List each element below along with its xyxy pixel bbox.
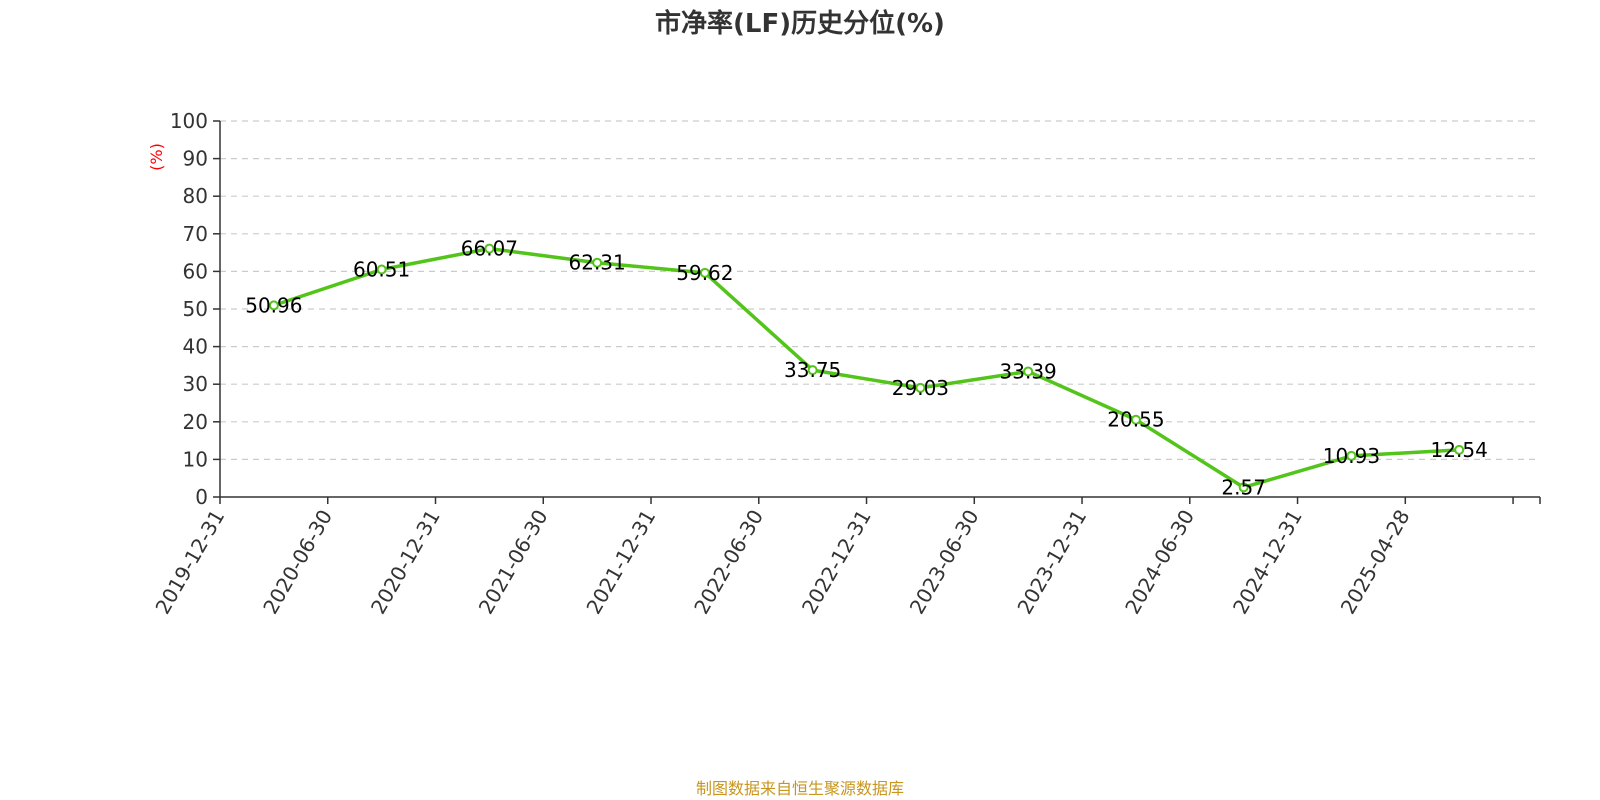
y-tick-label: 70 (183, 222, 208, 246)
data-label: 62.31 (569, 251, 626, 275)
data-label: 33.39 (1000, 359, 1057, 383)
x-tick-label: 2024-12-31 (1228, 506, 1307, 619)
data-point (699, 267, 710, 278)
data-label: 2.57 (1221, 475, 1266, 499)
x-tick-label: 2025-04-28 (1336, 506, 1415, 619)
x-tick-label: 2021-12-31 (581, 506, 660, 619)
y-tick-label: 50 (183, 297, 208, 321)
data-label: 20.55 (1107, 408, 1164, 432)
data-point (1346, 450, 1357, 461)
x-tick-label: 2023-06-30 (905, 505, 984, 618)
y-tick-label: 20 (183, 410, 208, 434)
series (268, 243, 1465, 493)
data-point (376, 264, 387, 275)
x-tick-label: 2023-12-31 (1012, 506, 1091, 619)
data-point (592, 257, 603, 268)
x-ticks: 2019-12-31 2020-06-30 2020-12-31 2021-06-30… (150, 505, 1414, 618)
y-tick-label: 30 (183, 372, 208, 396)
data-point (1454, 444, 1465, 455)
data-label: 12.54 (1431, 438, 1488, 462)
data-label: 60.51 (353, 257, 410, 281)
y-tick-label: 40 (183, 335, 208, 359)
x-tick-label: 2022-06-30 (689, 506, 768, 619)
data-point (1238, 482, 1249, 493)
y-axis-label: (%) (147, 143, 166, 171)
data-label: 59.62 (676, 261, 733, 285)
y-tick-label: 10 (183, 447, 208, 471)
y-tick-label: 80 (183, 184, 208, 208)
data-label: 33.75 (784, 358, 841, 382)
data-labels: 50.96 60.51 66.07 62.31 59.62 33.75 29.03 33.39… (245, 237, 1488, 500)
chart-title: 市净率(LF)历史分位(%) (655, 8, 945, 39)
data-label: 29.03 (892, 376, 949, 400)
series-line (272, 246, 1461, 490)
x-tick-label: 2020-06-30 (258, 506, 337, 619)
data-point (915, 382, 926, 393)
data-point (268, 300, 279, 311)
y-tick-label: 60 (183, 259, 208, 283)
x-tick-label: 2019-12-31 (150, 506, 229, 619)
source-note: 制图数据来自恒生聚源数据库 (695, 779, 904, 798)
y-tick-label: 90 (183, 147, 208, 171)
x-tick-label: 2024-06-30 (1120, 506, 1199, 619)
axes (219, 121, 1541, 504)
data-label: 66.07 (461, 237, 518, 261)
data-point (1023, 366, 1034, 377)
y-tick-label: 0 (195, 485, 208, 509)
data-point (807, 365, 818, 376)
x-tick-label: 2020-12-31 (366, 506, 445, 619)
data-point (1130, 414, 1141, 425)
y-ticks: 0 10 20 30 40 50 60 70 80 90 100 (170, 109, 220, 509)
x-tick-label: 2022-12-31 (797, 506, 876, 619)
x-tick-label: 2021-06-30 (474, 506, 553, 619)
data-label: 50.96 (245, 293, 302, 317)
y-tick-label: 100 (170, 109, 208, 133)
data-point (484, 243, 495, 254)
data-label: 10.93 (1323, 444, 1380, 468)
grid-lines (220, 120, 1540, 460)
